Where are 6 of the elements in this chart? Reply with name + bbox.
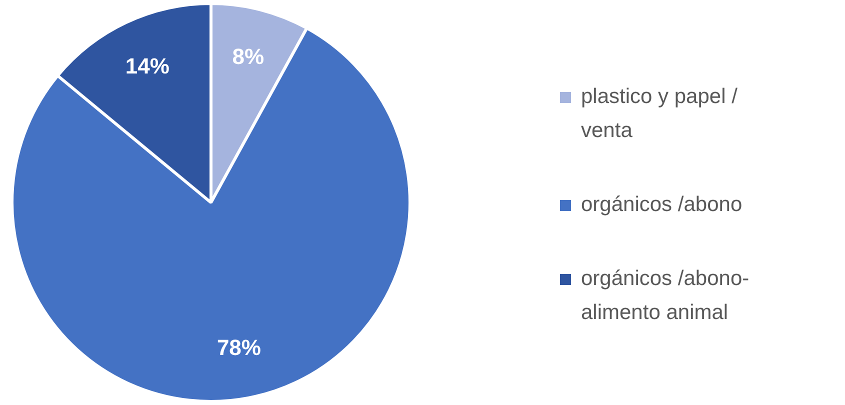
legend-label: orgánicos /abono [581, 192, 742, 218]
data-label: 78% [216, 335, 261, 360]
data-label: 14% [125, 54, 170, 79]
data-label: 8% [232, 44, 264, 69]
legend-label: plastico y papel / venta [581, 84, 738, 144]
legend-label: orgánicos /abono-alimento animal [581, 266, 750, 326]
